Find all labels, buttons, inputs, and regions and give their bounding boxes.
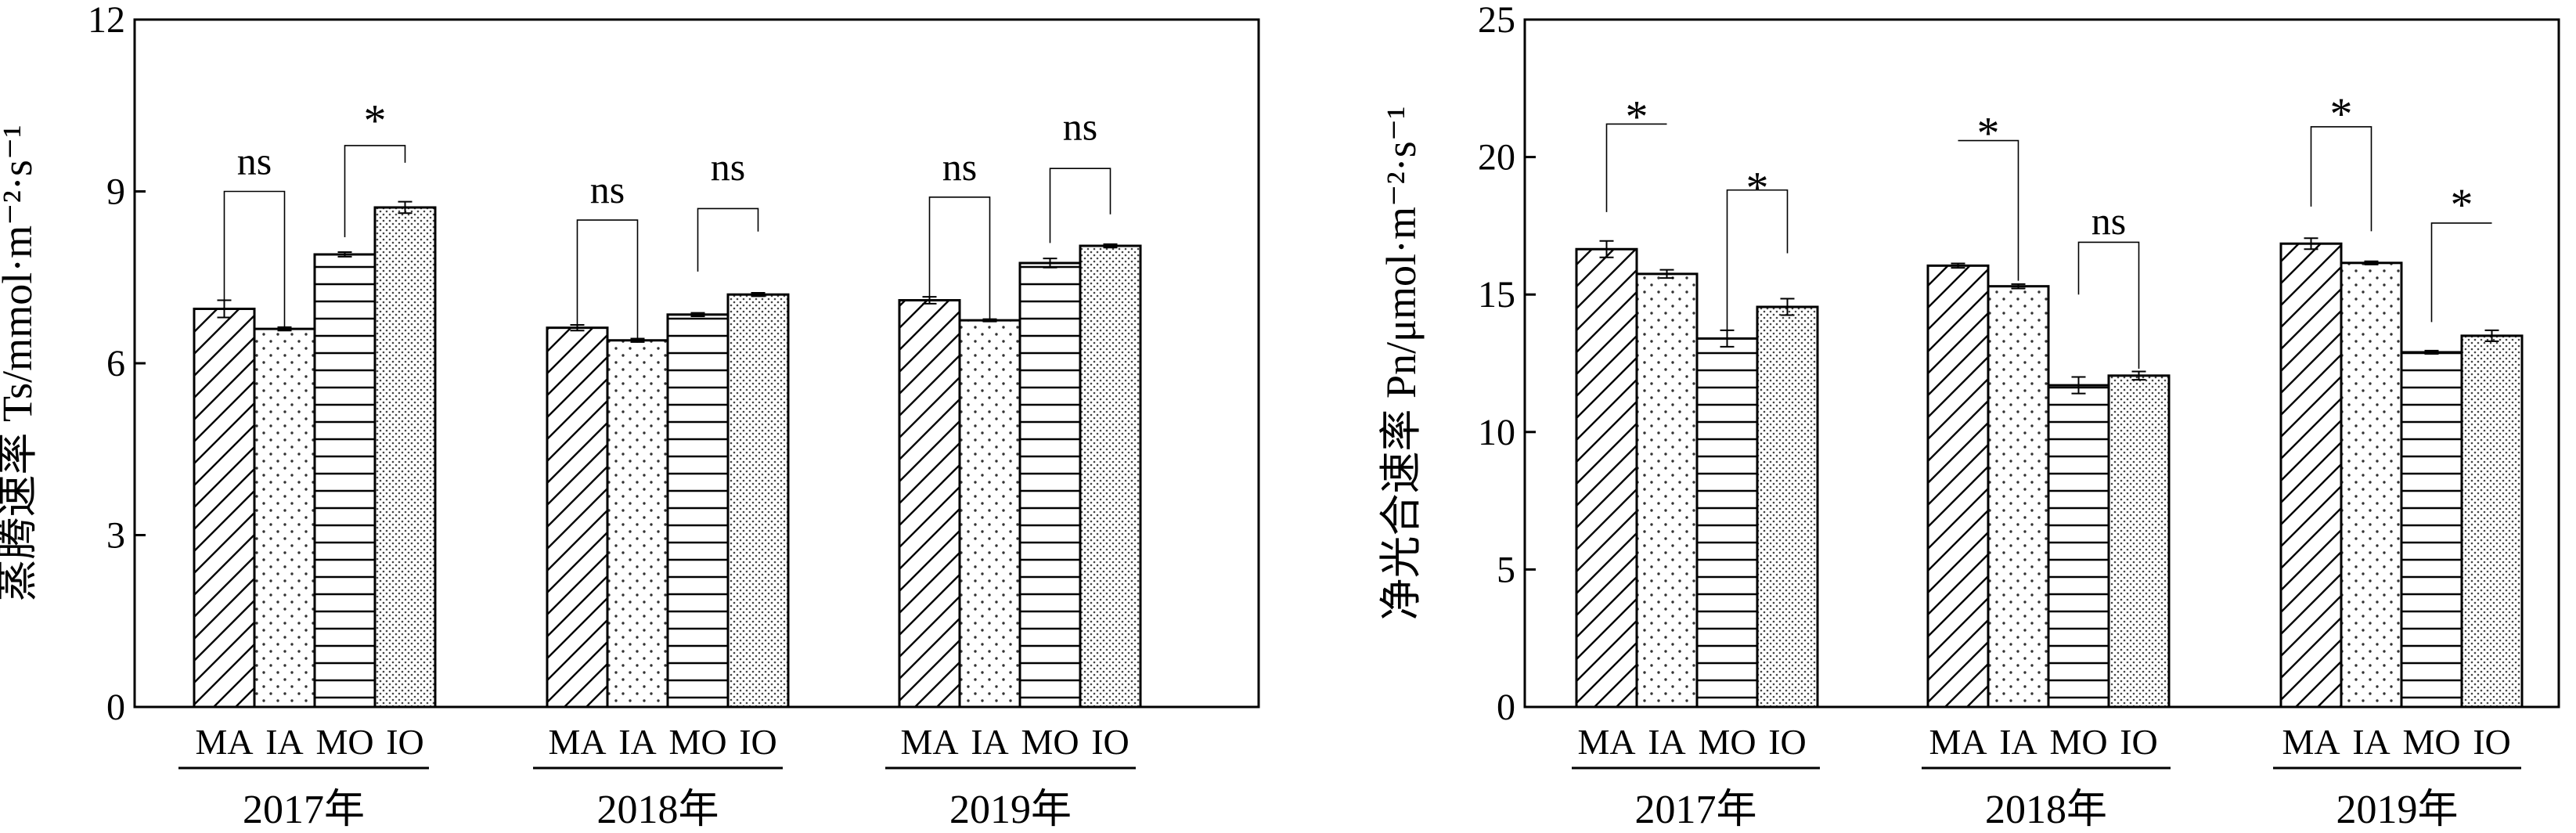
bar-io (2460, 334, 2524, 709)
series-label: MA (900, 722, 958, 762)
series-label: IO (2120, 722, 2158, 762)
significance-bracket (576, 219, 639, 341)
series-label: MO (1698, 722, 1756, 762)
y-tick-label: 12 (88, 0, 125, 41)
significance-bracket (1726, 189, 1789, 339)
significance-label: * (2451, 179, 2473, 230)
bar-mo (2400, 351, 2463, 709)
significance-label: ns (1063, 105, 1097, 149)
significance-bracket (697, 207, 759, 272)
significance-label: * (2330, 88, 2353, 139)
year-label: 2018年 (1985, 788, 2107, 832)
bar-mo (313, 253, 376, 709)
significance-bracket (2430, 222, 2492, 323)
significance-bracket (2077, 241, 2140, 370)
bar-ma (1575, 247, 1638, 709)
bar-ia (1635, 272, 1699, 709)
bar-io (373, 206, 437, 709)
series-label: MA (195, 722, 253, 762)
significance-bracket (1049, 168, 1111, 243)
bar-ma (193, 307, 256, 709)
bar-ma (1926, 264, 1990, 709)
significance-bracket (223, 190, 286, 330)
y-tick-label: 10 (1478, 412, 1515, 453)
series-label: IO (1768, 722, 1807, 762)
series-label: IA (2352, 722, 2390, 762)
significance-label: * (364, 95, 387, 146)
net-photosynthesis-chart: 0 5 10 15 20 25 净光合速率 Pn/μmol·m⁻²·s⁻¹ MA MA MA IA I… (1378, 0, 2560, 832)
bar-mo (2047, 384, 2110, 709)
series-label: IO (739, 722, 777, 762)
bar-io (726, 293, 790, 709)
significance-bracket (2310, 126, 2372, 232)
significance-bracket (928, 197, 991, 321)
series-label: MO (668, 722, 726, 762)
bar-io (1756, 305, 1819, 709)
significance-label: ns (942, 145, 977, 189)
significance-label: * (1626, 91, 1648, 142)
bar-ma (898, 299, 961, 709)
bar-mo (666, 313, 730, 709)
bar-ma (546, 326, 609, 709)
significance-label: * (1746, 163, 1769, 214)
y-tick-label: 25 (1478, 0, 1515, 41)
y-tick-label: 9 (106, 171, 125, 213)
series-label: IA (1999, 722, 2037, 762)
y-axis-label: 蒸腾速率 Ts/mmol·m⁻²·s⁻¹ (0, 124, 41, 601)
year-label: 2018年 (596, 788, 719, 832)
series-label: IA (618, 722, 657, 762)
bar-mo (1695, 337, 1759, 709)
series-label: IO (2473, 722, 2511, 762)
bar-ia (1987, 285, 2050, 709)
series-label: MA (548, 722, 606, 762)
series-label: MO (2402, 722, 2460, 762)
significance-label: ns (237, 139, 272, 183)
y-tick-label: 0 (106, 687, 125, 728)
y-tick-label: 3 (106, 515, 125, 557)
series-label: MA (2282, 722, 2340, 762)
bar-mo (1018, 261, 1082, 709)
significance-label: ns (2091, 199, 2126, 243)
bar-ia (2340, 261, 2403, 709)
y-tick-label: 0 (1497, 687, 1515, 728)
significance-bracket (344, 145, 406, 238)
bar-io (2107, 374, 2171, 709)
significance-bracket (1605, 123, 1667, 212)
bar-ia (606, 339, 669, 709)
series-label: IA (1648, 722, 1686, 762)
bar-io (1079, 244, 1142, 709)
series-label: IA (971, 722, 1009, 762)
year-label: 2019年 (2336, 788, 2458, 832)
significance-label: ns (590, 168, 625, 211)
y-axis-label: 净光合速率 Pn/μmol·m⁻²·s⁻¹ (1378, 106, 1425, 621)
year-label: 2017年 (243, 788, 365, 832)
series-label: MO (2049, 722, 2107, 762)
series-label: MO (315, 722, 373, 762)
transpiration-rate-chart: 0 3 6 9 12 蒸腾速率 Ts/mmol·m⁻²·s⁻¹ MA MA MA IA IA IA MO… (0, 0, 1260, 832)
significance-label: ns (711, 145, 745, 189)
series-label: MO (1021, 722, 1079, 762)
significance-bracket (1958, 139, 2019, 281)
y-tick-label: 15 (1478, 274, 1515, 316)
series-label: MA (1929, 722, 1987, 762)
year-label: 2019年 (949, 788, 1072, 832)
bar-ma (2279, 242, 2343, 709)
series-label: MA (1577, 722, 1635, 762)
year-label: 2017年 (1634, 788, 1756, 832)
y-tick-label: 5 (1497, 549, 1515, 590)
y-tick-label: 6 (106, 343, 125, 384)
series-label: IO (386, 722, 424, 762)
series-label: IA (265, 722, 304, 762)
significance-label: * (1977, 107, 2000, 158)
series-label: IO (1091, 722, 1129, 762)
y-tick-label: 20 (1478, 137, 1515, 178)
bar-ia (253, 327, 316, 709)
bar-ia (958, 319, 1021, 709)
